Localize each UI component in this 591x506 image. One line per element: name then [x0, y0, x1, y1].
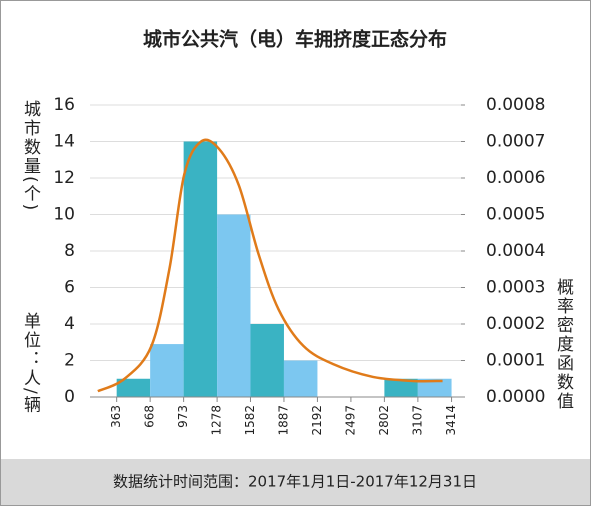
y2-tick-label: 0.0004 — [486, 241, 545, 261]
y2-tick-label: 0.0001 — [486, 351, 545, 371]
x-tick-label: 3107 — [410, 405, 424, 436]
x-tick-label: 1278 — [210, 405, 224, 436]
x-tick-label: 1887 — [276, 405, 290, 436]
x-tick-label: 363 — [109, 405, 123, 428]
chart-title: 城市公共汽（电）车拥挤度正态分布 — [143, 28, 447, 51]
bar — [116, 378, 151, 397]
bar — [250, 324, 284, 397]
y-tick-label: 4 — [64, 314, 75, 334]
x-tick-label: 973 — [176, 405, 190, 428]
bar — [217, 214, 251, 397]
footer-note: 数据统计时间范围：2017年1月1日-2017年12月31日 — [113, 473, 477, 491]
y2-tick-label: 0.0002 — [486, 314, 545, 334]
bar — [417, 378, 452, 397]
y2-tick-label: 0.0005 — [486, 205, 545, 225]
y-axis-label: 城市数量(个) — [20, 100, 41, 212]
y2-axis-label: 概率密度函数值 — [553, 278, 574, 411]
x-tick-label: 2497 — [343, 405, 357, 436]
x-tick-label: 3414 — [444, 405, 458, 436]
x-tick-label: 2802 — [377, 405, 391, 436]
y-tick-label: 8 — [64, 241, 75, 261]
bar — [384, 378, 418, 397]
x-tick-label: 668 — [143, 405, 157, 428]
y2-tick-label: 0.0006 — [486, 168, 545, 188]
y2-tick-label: 0.0007 — [486, 132, 545, 152]
footer-band — [1, 459, 590, 505]
bar — [150, 344, 184, 397]
y-tick-label: 10 — [53, 205, 75, 225]
x-tick-label: 2192 — [310, 405, 324, 436]
y-tick-label: 6 — [64, 278, 75, 298]
y2-tick-label: 0.0000 — [486, 387, 545, 407]
y-tick-label: 14 — [53, 132, 75, 152]
y-tick-label: 12 — [53, 168, 75, 188]
y-tick-label: 2 — [64, 351, 75, 371]
y-tick-label: 0 — [64, 387, 75, 407]
y2-tick-label: 0.0003 — [486, 278, 545, 298]
density-curve — [97, 138, 443, 393]
x-tick-label: 1582 — [243, 405, 257, 436]
y-tick-label: 16 — [53, 95, 75, 115]
bar — [183, 141, 218, 397]
unit-label: 单位：人/辆 — [20, 312, 41, 415]
bar — [283, 360, 318, 397]
y2-tick-label: 0.0008 — [486, 95, 545, 115]
